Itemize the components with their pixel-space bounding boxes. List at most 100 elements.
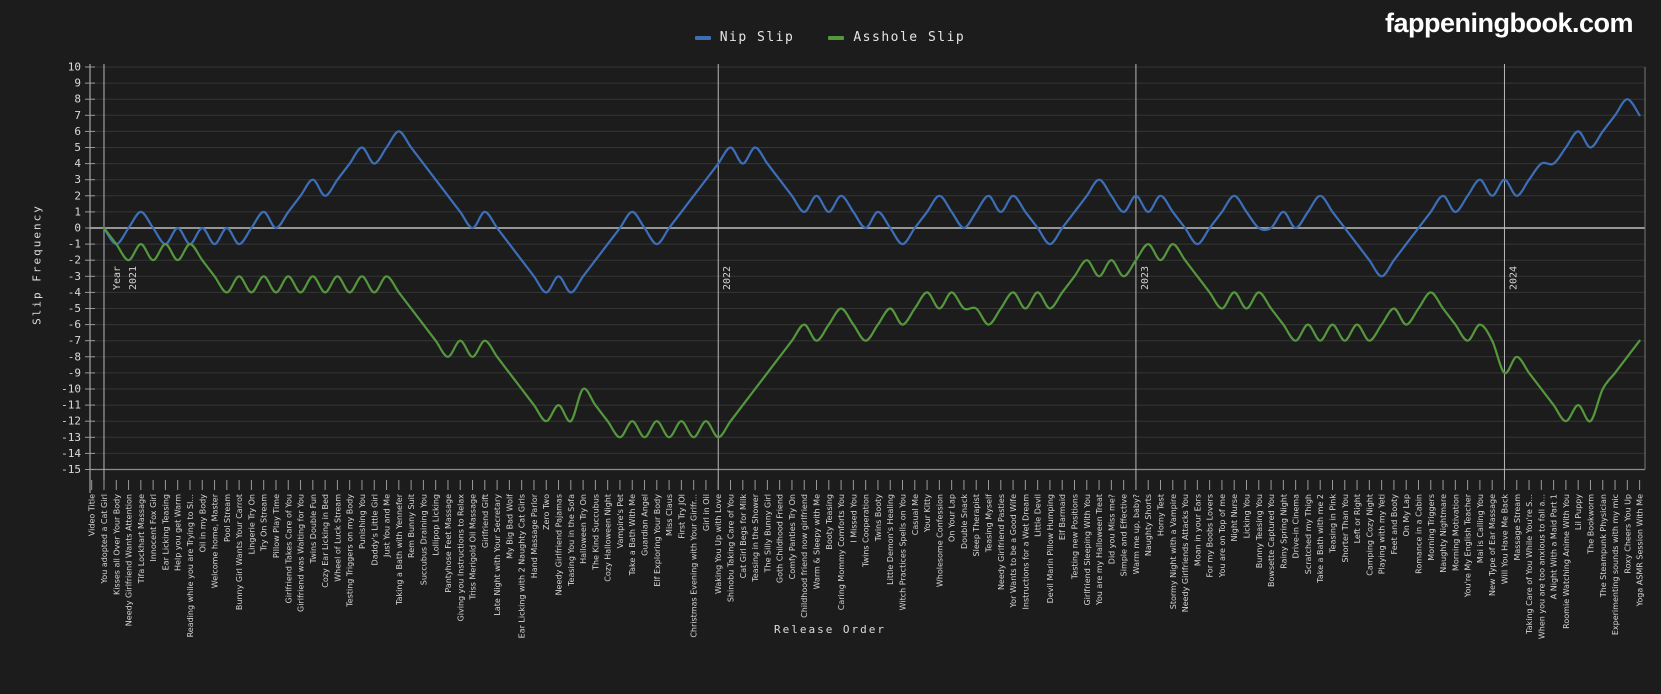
x-tick-label: Simple and Effective (1120, 494, 1129, 576)
y-tick-label: -6 (68, 318, 81, 331)
x-tick-label: Daddy's Little Girl (370, 494, 379, 565)
x-tick-label: Will You Have Me Back (1500, 494, 1509, 585)
x-tick-label: Lil Puppy (1574, 494, 1583, 530)
y-tick-label: 6 (74, 125, 81, 138)
x-tick-label: Kisses all Over Your Body (112, 494, 121, 595)
y-tick-label: -14 (61, 447, 81, 460)
x-tick-label: Scratched my Thigh (1304, 494, 1313, 574)
x-tick-label: Ear Licking with 2 Naughty Cat Girls (518, 494, 527, 638)
x-tick-label: Teasing in Pink (1328, 494, 1337, 554)
x-tick-label: Needy Girlfriend Pajamas (555, 494, 564, 595)
x-tick-label: Did you Miss me? (1107, 494, 1116, 564)
x-tick-label: Girlfriend Gift (481, 494, 490, 548)
x-tick-label: On Your Lap (948, 494, 957, 542)
y-tick-label: 4 (74, 157, 81, 170)
x-tick-label: Rem Bunny Suit (407, 494, 416, 558)
x-tick-label: Playing with my Yeti (1378, 494, 1387, 574)
x-tick-label: Cat Girl Begs for Milk (739, 494, 748, 579)
legend-label-nip-slip: Nip Slip (719, 30, 795, 45)
x-tick-label: Naughty Nightmare (1439, 494, 1448, 573)
chart-legend: Nip Slip Asshole Slip (85, 30, 1575, 45)
series-line-nip-slip (102, 98, 1641, 294)
y-tick-label: -2 (68, 254, 81, 267)
x-tick-label: Bunny Teasing You (1255, 494, 1264, 568)
y-tick-label: 10 (68, 61, 81, 74)
x-tick-label: Christmas Evening with Your Girlfr... (690, 494, 699, 638)
y-tick-label: -13 (61, 431, 81, 444)
x-tick-label: Halloween Try On (579, 494, 588, 564)
x-tick-label: Wholesome Confession (935, 494, 944, 587)
x-tick-label: Teasing You in the Sofa (567, 494, 576, 587)
x-tick-label: Needy Girlfriend Wants Attention (125, 494, 134, 626)
x-tick-label: Left or Right (1353, 494, 1362, 543)
x-tick-label: Goth Childhood Friend (776, 494, 785, 583)
x-tick-label: Experimenting sounds with my mic (1611, 494, 1620, 635)
x-tick-label: The Silly Bunny Girl (763, 494, 772, 573)
x-tick-label: Hand Massage Parlor (530, 493, 539, 578)
x-tick-label: Little Devil (1034, 494, 1043, 537)
x-tick-label: Cozy Ear Licking in Bed (321, 494, 330, 588)
x-tick-label: Night Nurse (1230, 494, 1239, 542)
x-tick-label: Witch Practices Spells on You (899, 494, 908, 610)
x-tick-label: Warm & Sleepy with Me (813, 494, 822, 589)
y-tick-label: -8 (68, 350, 81, 363)
x-tick-label: Cozy Halloween Night (604, 494, 613, 582)
x-tick-label: Comfy Panties Try On (788, 494, 797, 579)
x-tick-label: Mai is Calling You (1476, 494, 1485, 563)
x-tick-label: Devil Marin Pillow Humping (1046, 494, 1055, 603)
x-tick-label: Giving you Instructions to Relax (456, 494, 465, 622)
y-tick-label: -10 (61, 383, 81, 396)
year-label-2024: 2024 (1508, 266, 1519, 290)
x-tick-label: Roxy Cheers You Up (1623, 494, 1632, 574)
x-tick-label: Miss Claus (665, 494, 674, 536)
x-tick-label: New Type of Ear Massage (1488, 494, 1497, 596)
x-tick-label: Take a Bath with me 2 (1316, 494, 1325, 584)
x-tick-label: Succubus Draining You (419, 494, 428, 585)
y-tick-label: 9 (74, 77, 81, 90)
x-tick-label: Ear Licking Teasing (161, 494, 170, 570)
legend-swatch-nip-slip (694, 35, 711, 40)
x-tick-label: Help you get Warm (174, 494, 183, 571)
x-tick-label: Your Kitty (923, 494, 932, 533)
x-tick-label: Naughty Shorts (1144, 494, 1153, 556)
x-tick-label: Oil in my Body (198, 494, 207, 553)
x-tick-label: Morning Triggers (1427, 494, 1436, 561)
x-tick-label: Moan in your Ears (1193, 494, 1202, 566)
x-tick-label: Twins Booty (874, 494, 883, 543)
x-tick-label: Elf Barmaid (1058, 494, 1067, 540)
x-tick-label: Feet and Booty (1390, 494, 1399, 555)
legend-item-nip-slip[interactable]: Nip Slip (694, 30, 795, 45)
x-tick-label: The Steampunk Physician (1599, 494, 1608, 598)
x-tick-label: Lollipop Licking (432, 494, 441, 556)
y-tick-label: -4 (68, 286, 82, 299)
y-tick-label: 0 (74, 222, 81, 235)
x-tick-label: Massage Stream (1513, 494, 1522, 561)
x-tick-label: Punishing You (358, 494, 367, 549)
x-tick-label: Innocent Fox Girl (149, 494, 158, 562)
y-tick-label: -1 (68, 238, 81, 251)
y-tick-label: 5 (74, 141, 81, 154)
x-tick-label: Licking You (1242, 494, 1251, 538)
x-tick-label: Triss Merigold Oil Massage (469, 494, 478, 601)
x-tick-label: Late Night with Your Secretary (493, 494, 502, 616)
x-tick-label: Zero Two (542, 494, 551, 530)
x-axis-title: Release Order (773, 623, 887, 636)
x-tick-label: Girlfriend Sleeping With You (1083, 494, 1092, 606)
y-tick-label: 3 (74, 173, 81, 186)
x-tick-label: Sleep Therapist (972, 494, 981, 556)
x-tick-label: You are on Top of me (1218, 494, 1227, 578)
x-tick-label: Elf Exploring Your Body (653, 494, 662, 587)
legend-item-asshole-slip[interactable]: Asshole Slip (828, 30, 965, 45)
x-tick-label: Caring Mommy Comforts You (837, 494, 846, 610)
x-tick-label: Guardian Angel (641, 494, 650, 556)
legend-swatch-asshole-slip (828, 35, 845, 40)
x-tick-label: Morning Motivation (1451, 494, 1460, 571)
x-tick-label: Teasing Myself (985, 494, 994, 553)
x-tick-label: Drive-in Cinema (1292, 494, 1301, 559)
year-axis-label: Year (112, 266, 123, 290)
x-tick-label: Pillow Play Time (272, 494, 281, 558)
legend-label-asshole-slip: Asshole Slip (853, 30, 966, 45)
x-tick-label: Girl in Oil (702, 494, 711, 531)
